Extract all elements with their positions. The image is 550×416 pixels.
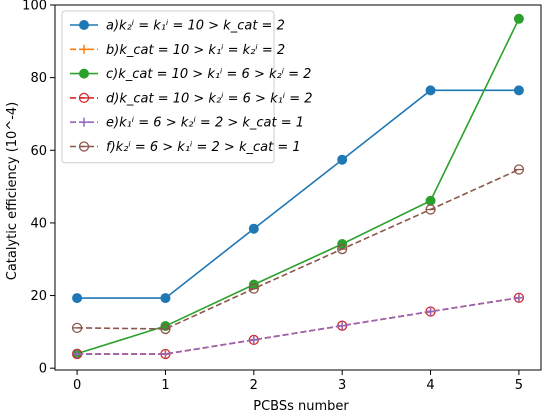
series-1-point-5 [513, 85, 524, 96]
series-5-point-5 [514, 293, 524, 303]
y-tick-label-1: 20 [30, 289, 47, 304]
series-1-point-3 [337, 154, 348, 165]
x-tick-label-1: 1 [161, 378, 169, 393]
series-5-line [77, 296, 520, 355]
series-3-point-5 [513, 13, 524, 24]
legend-label-3: c)k_cat = 10 > k₁ⁱ = 6 > k₂ⁱ = 2 [106, 67, 311, 82]
series-6 [71, 164, 525, 335]
series-6-point-3 [337, 243, 348, 255]
series-1-point-1 [160, 293, 171, 304]
series-2 [72, 293, 524, 359]
y-tick-label-0: 0 [39, 362, 47, 377]
legend-entry-5: e)k₁ⁱ = 6 > k₂ⁱ = 2 > k_cat = 1 [70, 116, 304, 131]
series-5-point-4 [426, 307, 436, 317]
series-1-point-4 [425, 85, 436, 96]
plot-frame [54, 4, 542, 371]
plot-area [71, 13, 525, 360]
series-3-line [76, 18, 520, 355]
x-tick-label-2: 2 [250, 378, 258, 393]
x-tick-label-5: 5 [515, 378, 523, 393]
series-2-line [77, 296, 520, 355]
legend-box [61, 10, 275, 164]
x-tick-label-3: 3 [338, 378, 346, 393]
legend-entry-2: b)k_cat = 10 > k₁ⁱ = k₂ⁱ = 2 [70, 43, 285, 58]
series-1-point-2 [248, 223, 259, 234]
axes: 0 1 2 3 4 5 0 20 40 60 80 100 [22, 0, 542, 393]
legend-label-5: e)k₁ⁱ = 6 > k₂ⁱ = 2 > k_cat = 1 [106, 116, 304, 131]
legend-entry-3: c)k_cat = 10 > k₁ⁱ = 6 > k₂ⁱ = 2 [70, 67, 311, 82]
series-5-point-2 [249, 335, 259, 345]
series-6-point-1 [160, 323, 171, 335]
legend-marker-3 [79, 68, 89, 79]
series-1 [72, 85, 524, 304]
series-5-point-3 [337, 321, 347, 331]
series-5-point-1 [160, 349, 170, 359]
series-4 [71, 292, 525, 360]
x-axis-label: PCBSs number [253, 399, 349, 414]
legend-label-2: b)k_cat = 10 > k₁ⁱ = k₂ⁱ = 2 [106, 43, 285, 58]
legend-label-1: a)k₂ⁱ = k₁ⁱ = 10 > k_cat = 2 [106, 19, 285, 34]
legend-marker-5 [79, 117, 89, 127]
legend-label-4: d)k_cat = 10 > k₂ⁱ = 6 > k₁ⁱ = 2 [106, 91, 313, 106]
series-4-line [77, 296, 520, 355]
x-tick-label-4: 4 [426, 378, 434, 393]
y-tick-label-3: 60 [30, 144, 47, 159]
series-5 [72, 293, 524, 359]
legend-entry-4: d)k_cat = 10 > k₂ⁱ = 6 > k₁ⁱ = 2 [70, 91, 313, 106]
y-tick-label-4: 80 [30, 71, 47, 86]
series-1-line [77, 89, 519, 299]
y-axis-label: Catalytic efficiency (10^-4) [5, 102, 20, 280]
series-3-point-4 [425, 195, 436, 206]
legend-marker-1 [79, 20, 89, 30]
y-tick-label-5: 100 [22, 0, 47, 14]
series-6-line [77, 168, 520, 330]
series-6-point-2 [248, 283, 259, 294]
legend-entry-6: f)k₂ⁱ = 6 > k₁ⁱ = 2 > k_cat = 1 [70, 140, 301, 155]
legend-entry-1: a)k₂ⁱ = k₁ⁱ = 10 > k_cat = 2 [70, 19, 285, 34]
legend: a)k₂ⁱ = k₁ⁱ = 10 > k_cat = 2 b)k_cat = 10… [61, 10, 313, 164]
legend-marker-2 [79, 44, 89, 54]
series-1-point-0 [72, 293, 83, 304]
legend-marker-4 [78, 92, 90, 104]
series-6-point-4 [425, 204, 436, 215]
series-5-point-0 [72, 349, 82, 359]
legend-marker-6 [78, 141, 90, 152]
legend-label-6: f)k₂ⁱ = 6 > k₁ⁱ = 2 > k_cat = 1 [106, 140, 301, 155]
y-tick-label-2: 40 [30, 216, 47, 231]
x-tick-label-0: 0 [73, 378, 81, 393]
series-6-point-5 [513, 164, 525, 175]
series-6-point-0 [71, 322, 83, 334]
